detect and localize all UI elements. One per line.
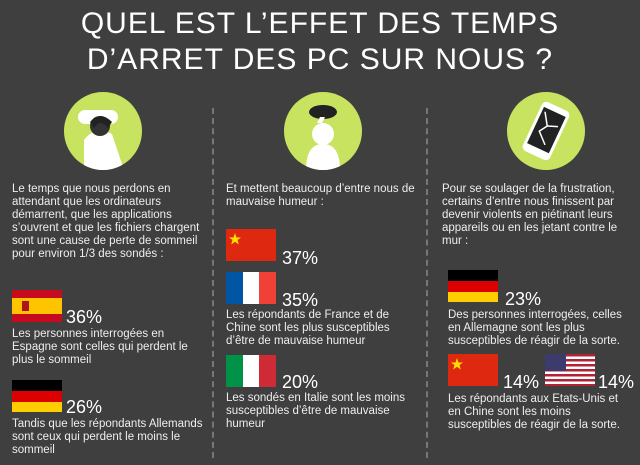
spain-flag-icon (12, 290, 62, 322)
italy-mood-text: Les sondés en Italie sont les moins susc… (226, 392, 405, 430)
bad-mood-icon (284, 92, 362, 170)
germany-flag-icon (12, 380, 62, 412)
china-mood-percent: 37% (282, 248, 319, 268)
italy-mood-percent: 20% (282, 372, 319, 392)
usa-violence-percent: 14% (598, 372, 635, 392)
broken-phone-icon (507, 92, 585, 170)
china-flag-icon (226, 229, 276, 261)
france-china-mood-text: Les répondants de France et de Chine son… (226, 309, 390, 347)
france-mood-percent: 35% (282, 290, 319, 310)
germany-flag-icon-2 (448, 270, 498, 302)
germany-violence-text: Des personnes interrogées, celles en All… (448, 309, 622, 347)
violence-intro-text: Pour se soulager de la frustration, cert… (442, 183, 618, 247)
sleep-intro-text: Le temps que nous perdons en attendant q… (12, 183, 200, 260)
germany-sleep-text: Tandis que les répondants Allemands sont… (12, 418, 203, 456)
germany-sleep-percent: 26% (66, 397, 103, 417)
column-divider-left (212, 108, 214, 458)
page-title: QUEL EST L’EFFET DES TEMPS D’ARRET DES P… (0, 6, 640, 78)
sleepless-person-icon (64, 92, 142, 170)
germany-violence-percent: 23% (505, 289, 542, 309)
france-flag-icon (226, 272, 276, 304)
column-divider-right (426, 108, 428, 458)
china-violence-percent: 14% (503, 372, 540, 392)
usa-china-violence-text: Les répondants aux Etats-Unis et en Chin… (448, 393, 620, 431)
title-line-2: D’ARRET DES PC SUR NOUS ? (86, 43, 554, 76)
spain-percent: 36% (66, 307, 103, 327)
china-flag-icon-2 (448, 354, 498, 386)
italy-flag-icon (226, 355, 276, 387)
spain-text: Les personnes interrogées en Espagne son… (12, 328, 188, 366)
title-line-1: QUEL EST L’EFFET DES TEMPS (80, 7, 560, 40)
mood-intro-text: Et mettent beaucoup d’entre nous de mauv… (226, 183, 415, 208)
usa-flag-icon (545, 354, 595, 386)
